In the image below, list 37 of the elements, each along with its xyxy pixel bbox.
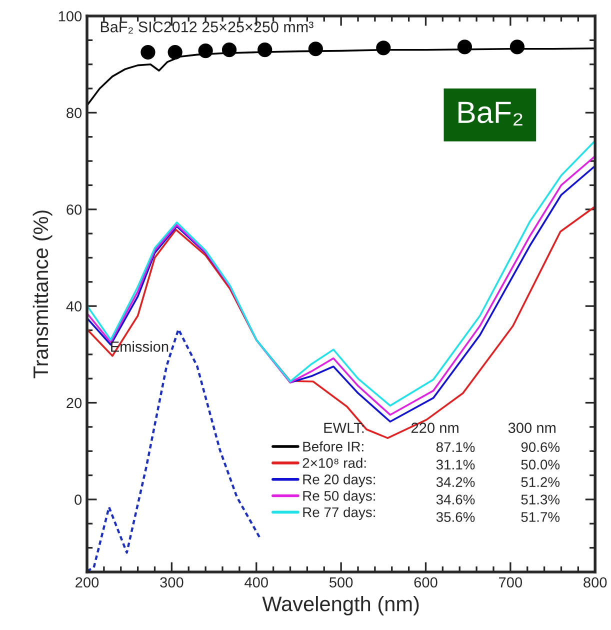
y-tick-label: 40 (66, 301, 82, 312)
x-axis-title: Wavelength (nm) (262, 596, 419, 616)
legend-label: Re 20 days: (303, 474, 375, 488)
x-tick-label: 300 (160, 577, 184, 588)
annotation: 35.6% (436, 512, 475, 522)
y-tick-label: 100 (58, 11, 82, 22)
x-tick-label: 500 (329, 577, 353, 588)
x-tick-label: 400 (244, 577, 268, 588)
annotation: 51.2% (521, 477, 560, 487)
annotation: 87.1% (436, 442, 475, 452)
line-series (87, 328, 261, 572)
annotation: 51.3% (521, 494, 560, 504)
annotation: 31.1% (436, 460, 475, 470)
x-tick-label: 200 (76, 577, 99, 588)
y-tick-label: 60 (66, 204, 82, 215)
line-series (87, 206, 596, 439)
annotation: 300 nm (508, 422, 556, 434)
y-tick-label: 20 (66, 398, 82, 408)
x-tick-label: 700 (499, 577, 522, 588)
y-tick-label: 0 (74, 494, 82, 505)
legend-label: Before IR: (303, 441, 364, 452)
annotation: 51.7% (521, 512, 560, 522)
annotation: 34.2% (436, 477, 475, 487)
chart-title: BaF₂ SIC2012 25×25×250 mm³ (100, 22, 314, 34)
x-tick-label: 800 (584, 577, 607, 588)
annotation: BaF₂ (458, 102, 522, 126)
annotation: 220 nm (411, 422, 458, 434)
annotation: EWLT: (324, 422, 364, 433)
y-axis-title: Transmittance (%) (32, 210, 52, 378)
annotation: 34.6% (436, 494, 475, 504)
legend-label: Re 77 days: (303, 506, 375, 520)
legend-label: Re 50 days: (303, 490, 375, 504)
y-tick-label: 80 (66, 108, 82, 118)
legend-label: 2×10⁸ rad: (302, 458, 366, 468)
x-tick-label: 600 (414, 577, 438, 588)
annotation: 50.0% (521, 460, 560, 470)
annotation: 90.6% (521, 442, 560, 452)
